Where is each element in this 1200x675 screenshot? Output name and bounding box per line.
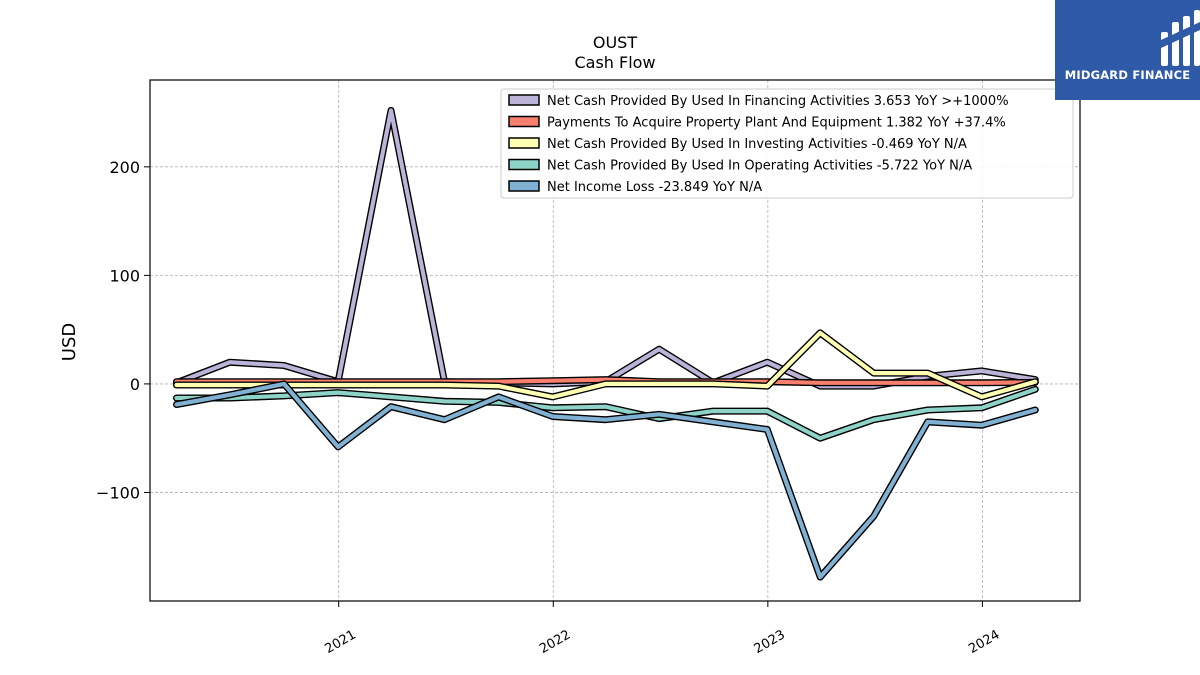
x-tick-label: 2021	[323, 627, 359, 657]
chart-title: OUST	[593, 33, 637, 52]
plot-frame	[149, 79, 1081, 602]
legend-entry: Net Income Loss -23.849 YoY N/A	[547, 180, 762, 195]
legend: Net Cash Provided By Used In Financing A…	[500, 88, 1074, 199]
y-tick-label: −100	[96, 483, 140, 502]
y-tick-label: 200	[109, 158, 140, 177]
series-outline-net-cash-provided-by-used-in-investing-activities	[173, 329, 1039, 401]
y-tick-label: 0	[130, 375, 140, 394]
x-tick-label: 2022	[537, 627, 573, 657]
x-axis-ticks: 2021 2022 2023 2024	[323, 601, 1002, 657]
series-line-net-cash-provided-by-used-in-investing-activities	[174, 330, 1038, 399]
legend-swatch	[508, 158, 540, 171]
legend-entry: Net Cash Provided By Used In Investing A…	[547, 137, 967, 152]
y-axis-ticks: −100 0 100 200	[96, 158, 150, 502]
legend-entry: Net Cash Provided By Used In Financing A…	[547, 94, 1009, 109]
midgard-logo-icon	[1161, 10, 1200, 66]
series-line-net-income-loss	[174, 381, 1038, 580]
series-line-net-cash-provided-by-used-in-operating-activities	[174, 387, 1038, 441]
series-lines	[173, 106, 1039, 581]
brand-name: MIDGARD FINANCE	[1064, 68, 1191, 82]
brand-logo: MIDGARD FINANCE	[1055, 0, 1200, 100]
y-axis-label: USD	[59, 323, 80, 361]
legend-swatch	[508, 115, 540, 128]
x-tick-label: 2023	[752, 627, 788, 657]
legend-entry: Payments To Acquire Property Plant And E…	[547, 116, 1006, 131]
chart-subtitle: Cash Flow	[574, 53, 655, 72]
legend-swatch	[508, 137, 540, 149]
y-tick-label: 100	[109, 266, 140, 285]
legend-box	[500, 88, 1074, 199]
legend-swatch	[508, 94, 540, 106]
legend-swatch	[508, 180, 540, 192]
x-tick-label: 2024	[966, 627, 1002, 657]
legend-entry: Net Cash Provided By Used In Operating A…	[547, 159, 972, 174]
